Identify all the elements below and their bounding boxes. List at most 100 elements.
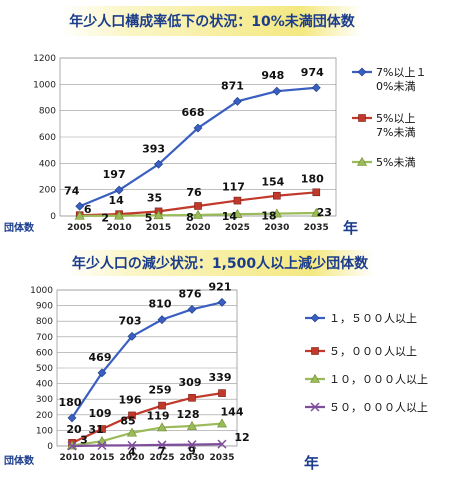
data-label: 871: [221, 79, 244, 92]
y-tick-label: 0: [50, 212, 56, 222]
data-label: 12: [234, 431, 249, 444]
data-label: 309: [179, 376, 202, 389]
x-tick-label: 2030: [264, 223, 289, 233]
legend-label: ５，０００人以上: [329, 345, 417, 358]
data-label: 196: [119, 393, 142, 406]
data-label: 259: [149, 384, 172, 397]
x-axis-unit: 年: [343, 219, 358, 237]
data-label: 810: [149, 298, 172, 311]
chart-title: 年少人口の減少状況：1,500人以上減少団体数: [72, 255, 369, 272]
data-point: [186, 420, 198, 430]
data-label: 3: [80, 434, 88, 447]
data-point: [128, 411, 136, 420]
legend-label: 0%未満: [376, 80, 415, 93]
data-point: [97, 368, 107, 378]
x-tick-label: 2015: [146, 223, 171, 233]
x-tick-label: 2035: [304, 223, 329, 233]
data-label: 31: [88, 423, 103, 436]
legend-marker: [358, 114, 366, 122]
data-label: 393: [142, 142, 165, 155]
x-tick-label: 2030: [179, 453, 204, 463]
y-tick-label: 600: [36, 348, 53, 358]
x-tick-label: 2010: [107, 223, 132, 233]
data-label: 74: [64, 184, 80, 197]
y-tick-label: 1000: [33, 80, 56, 90]
legend-label: 7%以上１: [376, 66, 426, 79]
chart-10pct-under: 年少人口構成率低下の状況：10%未満団体数 0 200 400 600 800 1000 12…: [4, 6, 426, 237]
legend-marker: [310, 402, 320, 412]
y-tick-label: 400: [39, 159, 56, 169]
x-tick-label: 2010: [59, 453, 84, 463]
data-label: 197: [103, 168, 126, 181]
data-label: 117: [222, 181, 245, 194]
data-label: 14: [222, 210, 238, 223]
data-label: 469: [89, 351, 112, 364]
data-point: [74, 210, 85, 220]
y-tick-label: 200: [39, 186, 56, 196]
data-label: 180: [301, 172, 324, 185]
data-point: [192, 209, 204, 219]
x-tick-label: 2020: [185, 223, 210, 233]
data-label: 128: [177, 408, 200, 421]
data-label: 7: [158, 445, 166, 458]
data-point: [156, 422, 168, 432]
data-point: [114, 185, 124, 195]
legend-marker: [309, 373, 321, 383]
legend-label: １，５００人以上: [329, 312, 417, 325]
legend-label: 5%未満: [376, 156, 415, 169]
data-point: [273, 191, 281, 200]
chart-title-band: [66, 250, 374, 276]
data-point: [217, 297, 227, 307]
legend-marker: [310, 313, 320, 323]
x-tick-label: 2035: [209, 453, 234, 463]
legend-marker: [356, 156, 368, 166]
data-point: [194, 202, 202, 210]
data-point: [216, 418, 228, 428]
data-label: 23: [317, 206, 332, 219]
data-point: [272, 86, 282, 96]
data-point: [233, 196, 242, 205]
data-point: [188, 393, 196, 402]
data-point: [158, 401, 166, 410]
data-label: 2: [101, 212, 109, 225]
y-tick-label: 700: [36, 333, 53, 343]
data-point: [157, 440, 167, 450]
data-point: [157, 315, 167, 325]
data-label: 14: [108, 194, 124, 207]
legend-label: ５０，０００人以上: [329, 401, 428, 414]
data-label: 8: [186, 211, 194, 224]
y-tick-label: 300: [36, 395, 53, 405]
data-label: 703: [119, 314, 142, 327]
data-point: [98, 425, 106, 433]
data-point: [193, 123, 203, 133]
data-point: [127, 331, 137, 341]
data-point: [311, 207, 322, 217]
data-label: 109: [89, 407, 112, 420]
series-line-0: [71, 301, 223, 419]
data-label: 876: [179, 287, 202, 300]
data-label: 974: [301, 66, 324, 79]
data-label: 668: [182, 106, 205, 119]
data-label: 35: [147, 191, 162, 204]
data-label: 6: [84, 203, 92, 216]
y-tick-label: 100: [36, 426, 53, 436]
data-point: [187, 304, 197, 314]
data-point: [114, 210, 125, 220]
data-point: [311, 83, 321, 93]
data-label: 180: [59, 396, 82, 409]
y-tick-label: 200: [36, 411, 53, 421]
y-tick-label: 800: [39, 107, 56, 117]
y-tick-label: 900: [36, 302, 53, 312]
chart-title: 年少人口構成率低下の状況：10%未満団体数: [69, 13, 356, 30]
data-point: [75, 201, 85, 211]
data-label: 9: [188, 445, 196, 458]
data-label: 339: [209, 371, 232, 384]
data-point: [217, 439, 227, 449]
data-label: 144: [221, 406, 244, 419]
data-label: 119: [147, 409, 170, 422]
chart-title-band: [62, 6, 362, 36]
x-tick-label: 2005: [67, 223, 92, 233]
data-label: 4: [128, 445, 136, 458]
data-point: [312, 188, 321, 197]
x-tick-label: 2025: [225, 223, 250, 233]
